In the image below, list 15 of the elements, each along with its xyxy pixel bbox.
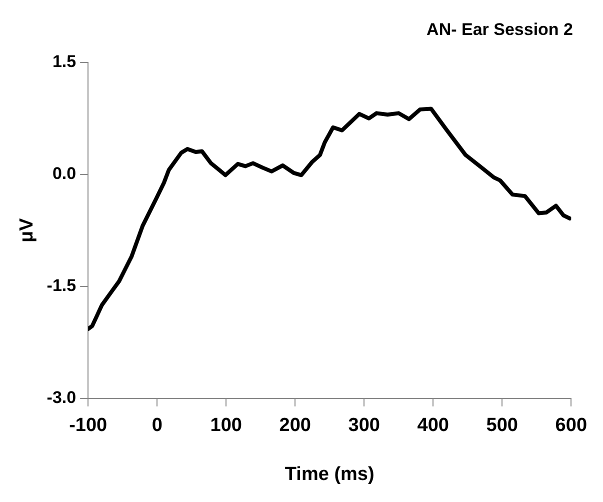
y-tick-label: -1.5	[46, 276, 76, 296]
x-tick-label: 200	[279, 415, 311, 436]
x-tick-label: 100	[210, 415, 242, 436]
y-axis-title: μV	[16, 218, 38, 243]
y-tick-label: -3.0	[46, 388, 76, 408]
x-tick-label: 600	[555, 415, 587, 436]
x-tick-label: 400	[417, 415, 449, 436]
y-tick-label: 1.5	[52, 52, 76, 72]
x-axis-title: Time (ms)	[284, 464, 374, 485]
x-tick-label: -100	[69, 415, 108, 436]
chart-title: AN- Ear Session 2	[426, 20, 573, 39]
x-tick-label: 0	[152, 415, 162, 436]
y-tick-label: 0.0	[52, 164, 76, 184]
x-tick-label: 300	[348, 415, 380, 436]
x-tick-label: 500	[486, 415, 518, 436]
